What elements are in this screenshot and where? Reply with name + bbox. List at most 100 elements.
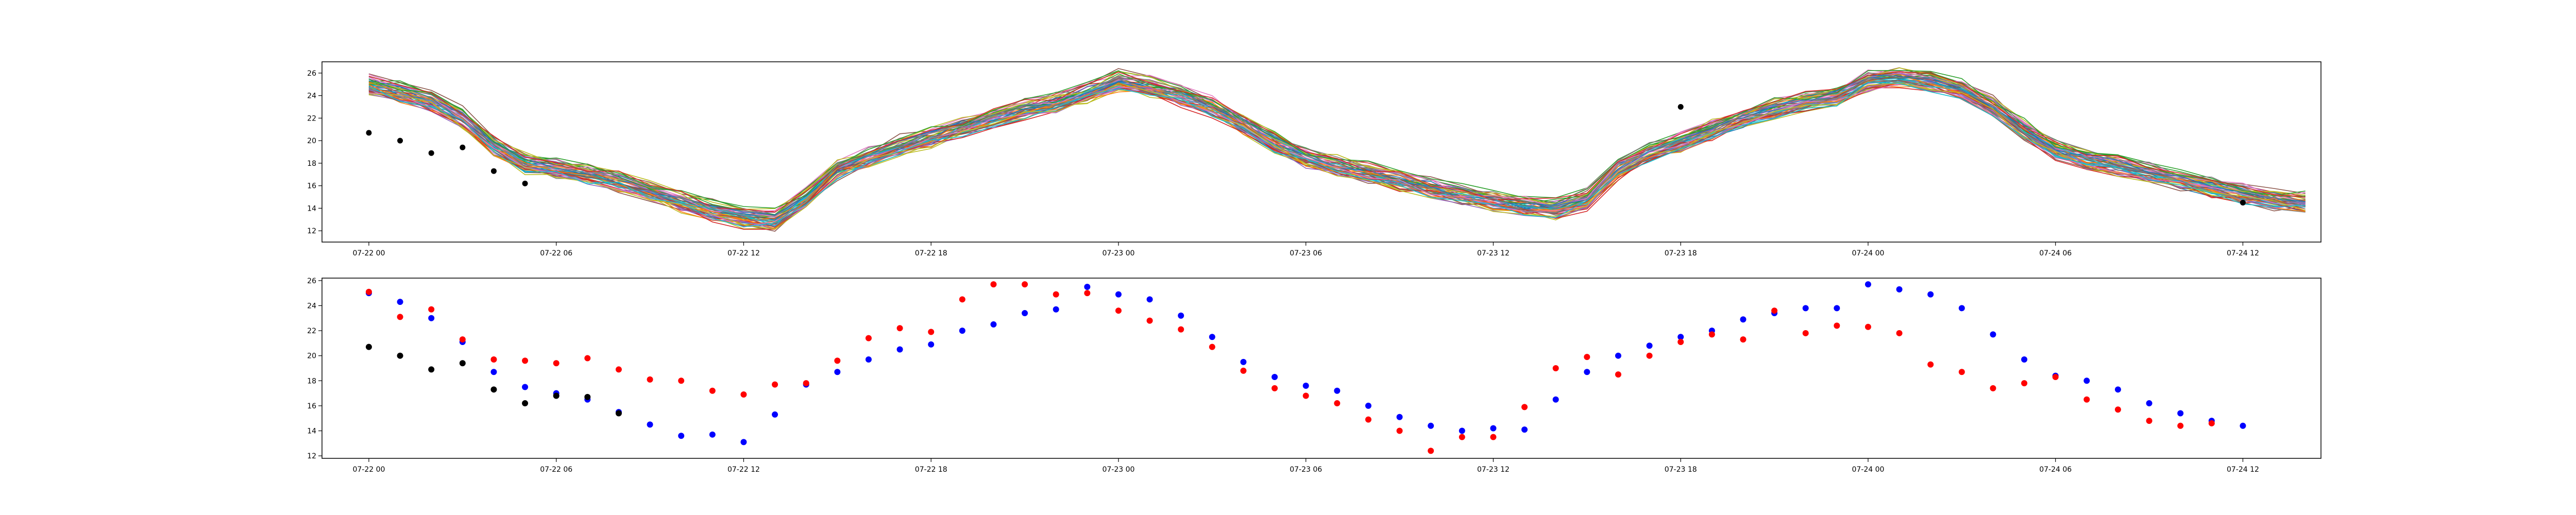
scatter-point — [2021, 380, 2028, 387]
chart-1-y-tick-label: 12 — [307, 452, 316, 460]
scatter-point — [1459, 427, 1465, 434]
chart-1-x-tick-label: 07-22 18 — [915, 466, 947, 474]
ensemble-line — [368, 83, 2306, 227]
scatter-point — [1990, 331, 1996, 338]
scatter-point — [1802, 330, 1809, 336]
chart-1-y-tick-label: 24 — [307, 302, 316, 310]
scatter-point — [1615, 371, 1621, 378]
scatter-point — [1178, 326, 1184, 333]
scatter-point — [1646, 352, 1653, 359]
observation-point — [522, 180, 528, 186]
scatter-point — [1334, 400, 1341, 407]
scatter-point — [615, 410, 622, 417]
scatter-point — [959, 296, 965, 303]
ensemble-line — [368, 84, 2306, 222]
scatter-point — [1272, 374, 1278, 381]
scatter-point — [490, 369, 497, 375]
scatter-point — [397, 314, 403, 320]
chart-0-y-tick-label: 22 — [307, 114, 316, 123]
scatter-point — [647, 376, 653, 383]
scatter-point — [1646, 342, 1653, 349]
scatter-point — [1365, 402, 1371, 409]
scatter-point — [2177, 410, 2184, 417]
chart-0-x-tick-label: 07-22 00 — [352, 249, 385, 258]
scatter-point — [2083, 396, 2090, 403]
chart-0-y-tick-label: 12 — [307, 227, 316, 235]
scatter-point — [990, 321, 997, 328]
scatter-point — [1552, 365, 1559, 371]
scatter-point — [1146, 296, 1153, 303]
chart-0-x-tick-label: 07-23 18 — [1665, 249, 1697, 258]
chart-0-x-tick-label: 07-24 12 — [2227, 249, 2259, 258]
scatter-point — [1834, 305, 1840, 312]
scatter-point — [522, 357, 529, 364]
scatter-point — [428, 366, 435, 373]
chart-1-x-tick-label: 07-24 00 — [1852, 466, 1884, 474]
scatter-point — [1896, 330, 1903, 336]
scatter-point — [1302, 392, 1309, 399]
scatter-point — [709, 387, 716, 394]
scatter-point — [397, 352, 403, 359]
ensemble-line — [368, 79, 2306, 227]
scatter-point — [553, 392, 560, 399]
scatter-point — [1365, 416, 1371, 423]
scatter-point — [896, 346, 903, 353]
ensemble-line — [368, 80, 2306, 230]
scatter-point — [678, 377, 685, 384]
scatter-point — [1428, 448, 1434, 454]
observation-point — [428, 150, 434, 156]
scatter-point — [1552, 396, 1559, 403]
scatter-point — [834, 369, 841, 375]
chart-0-y-tick-label: 18 — [307, 160, 316, 168]
scatter-point — [896, 325, 903, 332]
scatter-point — [1115, 307, 1122, 314]
scatter-point — [834, 357, 841, 364]
observation-point — [2240, 199, 2246, 205]
scatter-point — [1396, 414, 1403, 420]
scatter-point — [1302, 383, 1309, 389]
scatter-point — [1396, 427, 1403, 434]
chart-1-y-tick-label: 26 — [307, 277, 316, 285]
scatter-point — [1677, 338, 1684, 345]
scatter-point — [2114, 406, 2121, 413]
scatter-point — [990, 281, 997, 288]
chart-0-x-tick-label: 07-23 12 — [1477, 249, 1510, 258]
observation-point — [1677, 104, 1684, 110]
scatter-point — [647, 421, 653, 428]
chart-0-x-tick-label: 07-22 18 — [915, 249, 947, 258]
scatter-point — [490, 386, 497, 393]
chart-1-y-tick-label: 14 — [307, 427, 316, 436]
ensemble-line — [368, 70, 2306, 209]
chart-1-x-tick-label: 07-24 12 — [2227, 466, 2259, 474]
chart-1-y-tick-label: 18 — [307, 377, 316, 385]
scatter-point — [1834, 322, 1840, 329]
scatter-point — [1615, 352, 1621, 359]
scatter-point — [1802, 305, 1809, 312]
scatter-point — [928, 341, 935, 348]
scatter-point — [1209, 344, 1215, 350]
scatter-point — [1865, 323, 1871, 330]
chart-1-x-tick-label: 07-22 00 — [352, 466, 385, 474]
scatter-point — [1521, 404, 1528, 410]
observation-point — [490, 168, 497, 174]
scatter-point — [1022, 310, 1028, 317]
scatter-point — [2240, 422, 2246, 429]
scatter-point — [1708, 331, 1715, 338]
scatter-point — [2146, 418, 2153, 424]
scatter-point — [428, 315, 435, 321]
scatter-point — [615, 366, 622, 373]
scatter-point — [2114, 386, 2121, 393]
chart-0-x-tick-label: 07-22 06 — [540, 249, 572, 258]
scatter-point — [1990, 385, 1996, 391]
chart-1-y-tick-label: 16 — [307, 402, 316, 410]
chart-1-x-tick-label: 07-23 00 — [1102, 466, 1134, 474]
scatter-point — [1240, 367, 1247, 374]
scatter-point — [1334, 387, 1341, 394]
scatter-point — [1677, 334, 1684, 340]
scatter-point — [740, 439, 747, 445]
scatter-point — [2208, 420, 2215, 426]
scatter-point — [1272, 385, 1278, 391]
scatter-point — [553, 360, 560, 367]
ensemble-line — [368, 84, 2306, 224]
observation-point — [397, 138, 403, 144]
